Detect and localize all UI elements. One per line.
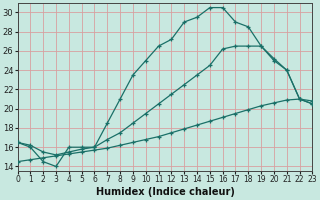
X-axis label: Humidex (Indice chaleur): Humidex (Indice chaleur) xyxy=(96,187,235,197)
